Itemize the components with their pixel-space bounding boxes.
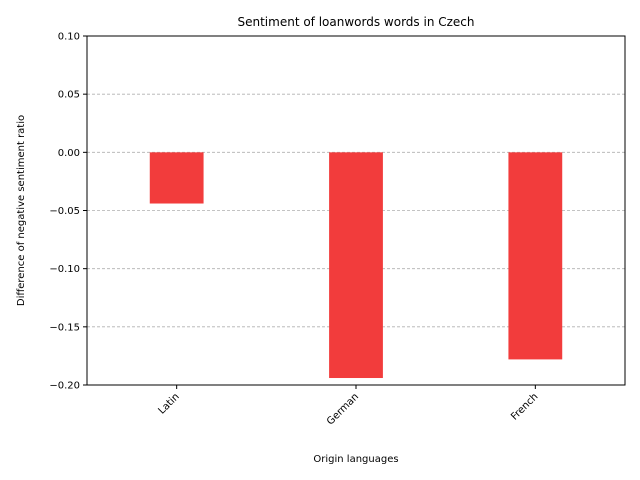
y-tick-label: 0.05 bbox=[58, 90, 80, 101]
chart-title: Sentiment of loanwords words in Czech bbox=[238, 15, 475, 29]
x-axis-ticks: Latin German French bbox=[157, 385, 540, 427]
y-tick-label: 0.00 bbox=[58, 148, 80, 159]
bar-german bbox=[329, 152, 383, 379]
y-tick-label: −0.05 bbox=[49, 206, 80, 217]
y-tick-label: 0.10 bbox=[58, 32, 80, 43]
y-tick-label: −0.20 bbox=[49, 381, 80, 392]
bar-french bbox=[508, 152, 563, 360]
bar-latin bbox=[149, 152, 204, 204]
x-tick-label: French bbox=[509, 391, 540, 422]
bars bbox=[149, 152, 563, 379]
y-axis-label: Difference of negative sentiment ratio bbox=[16, 115, 27, 306]
y-tick-label: −0.10 bbox=[49, 264, 80, 275]
y-tick-label: −0.15 bbox=[49, 322, 80, 333]
x-axis-label: Origin languages bbox=[313, 454, 398, 465]
y-axis-ticks: 0.10 0.05 0.00 −0.05 −0.10 −0.15 −0.20 bbox=[49, 32, 87, 392]
x-tick-label: Latin bbox=[157, 391, 182, 416]
x-tick-label: German bbox=[325, 391, 361, 427]
